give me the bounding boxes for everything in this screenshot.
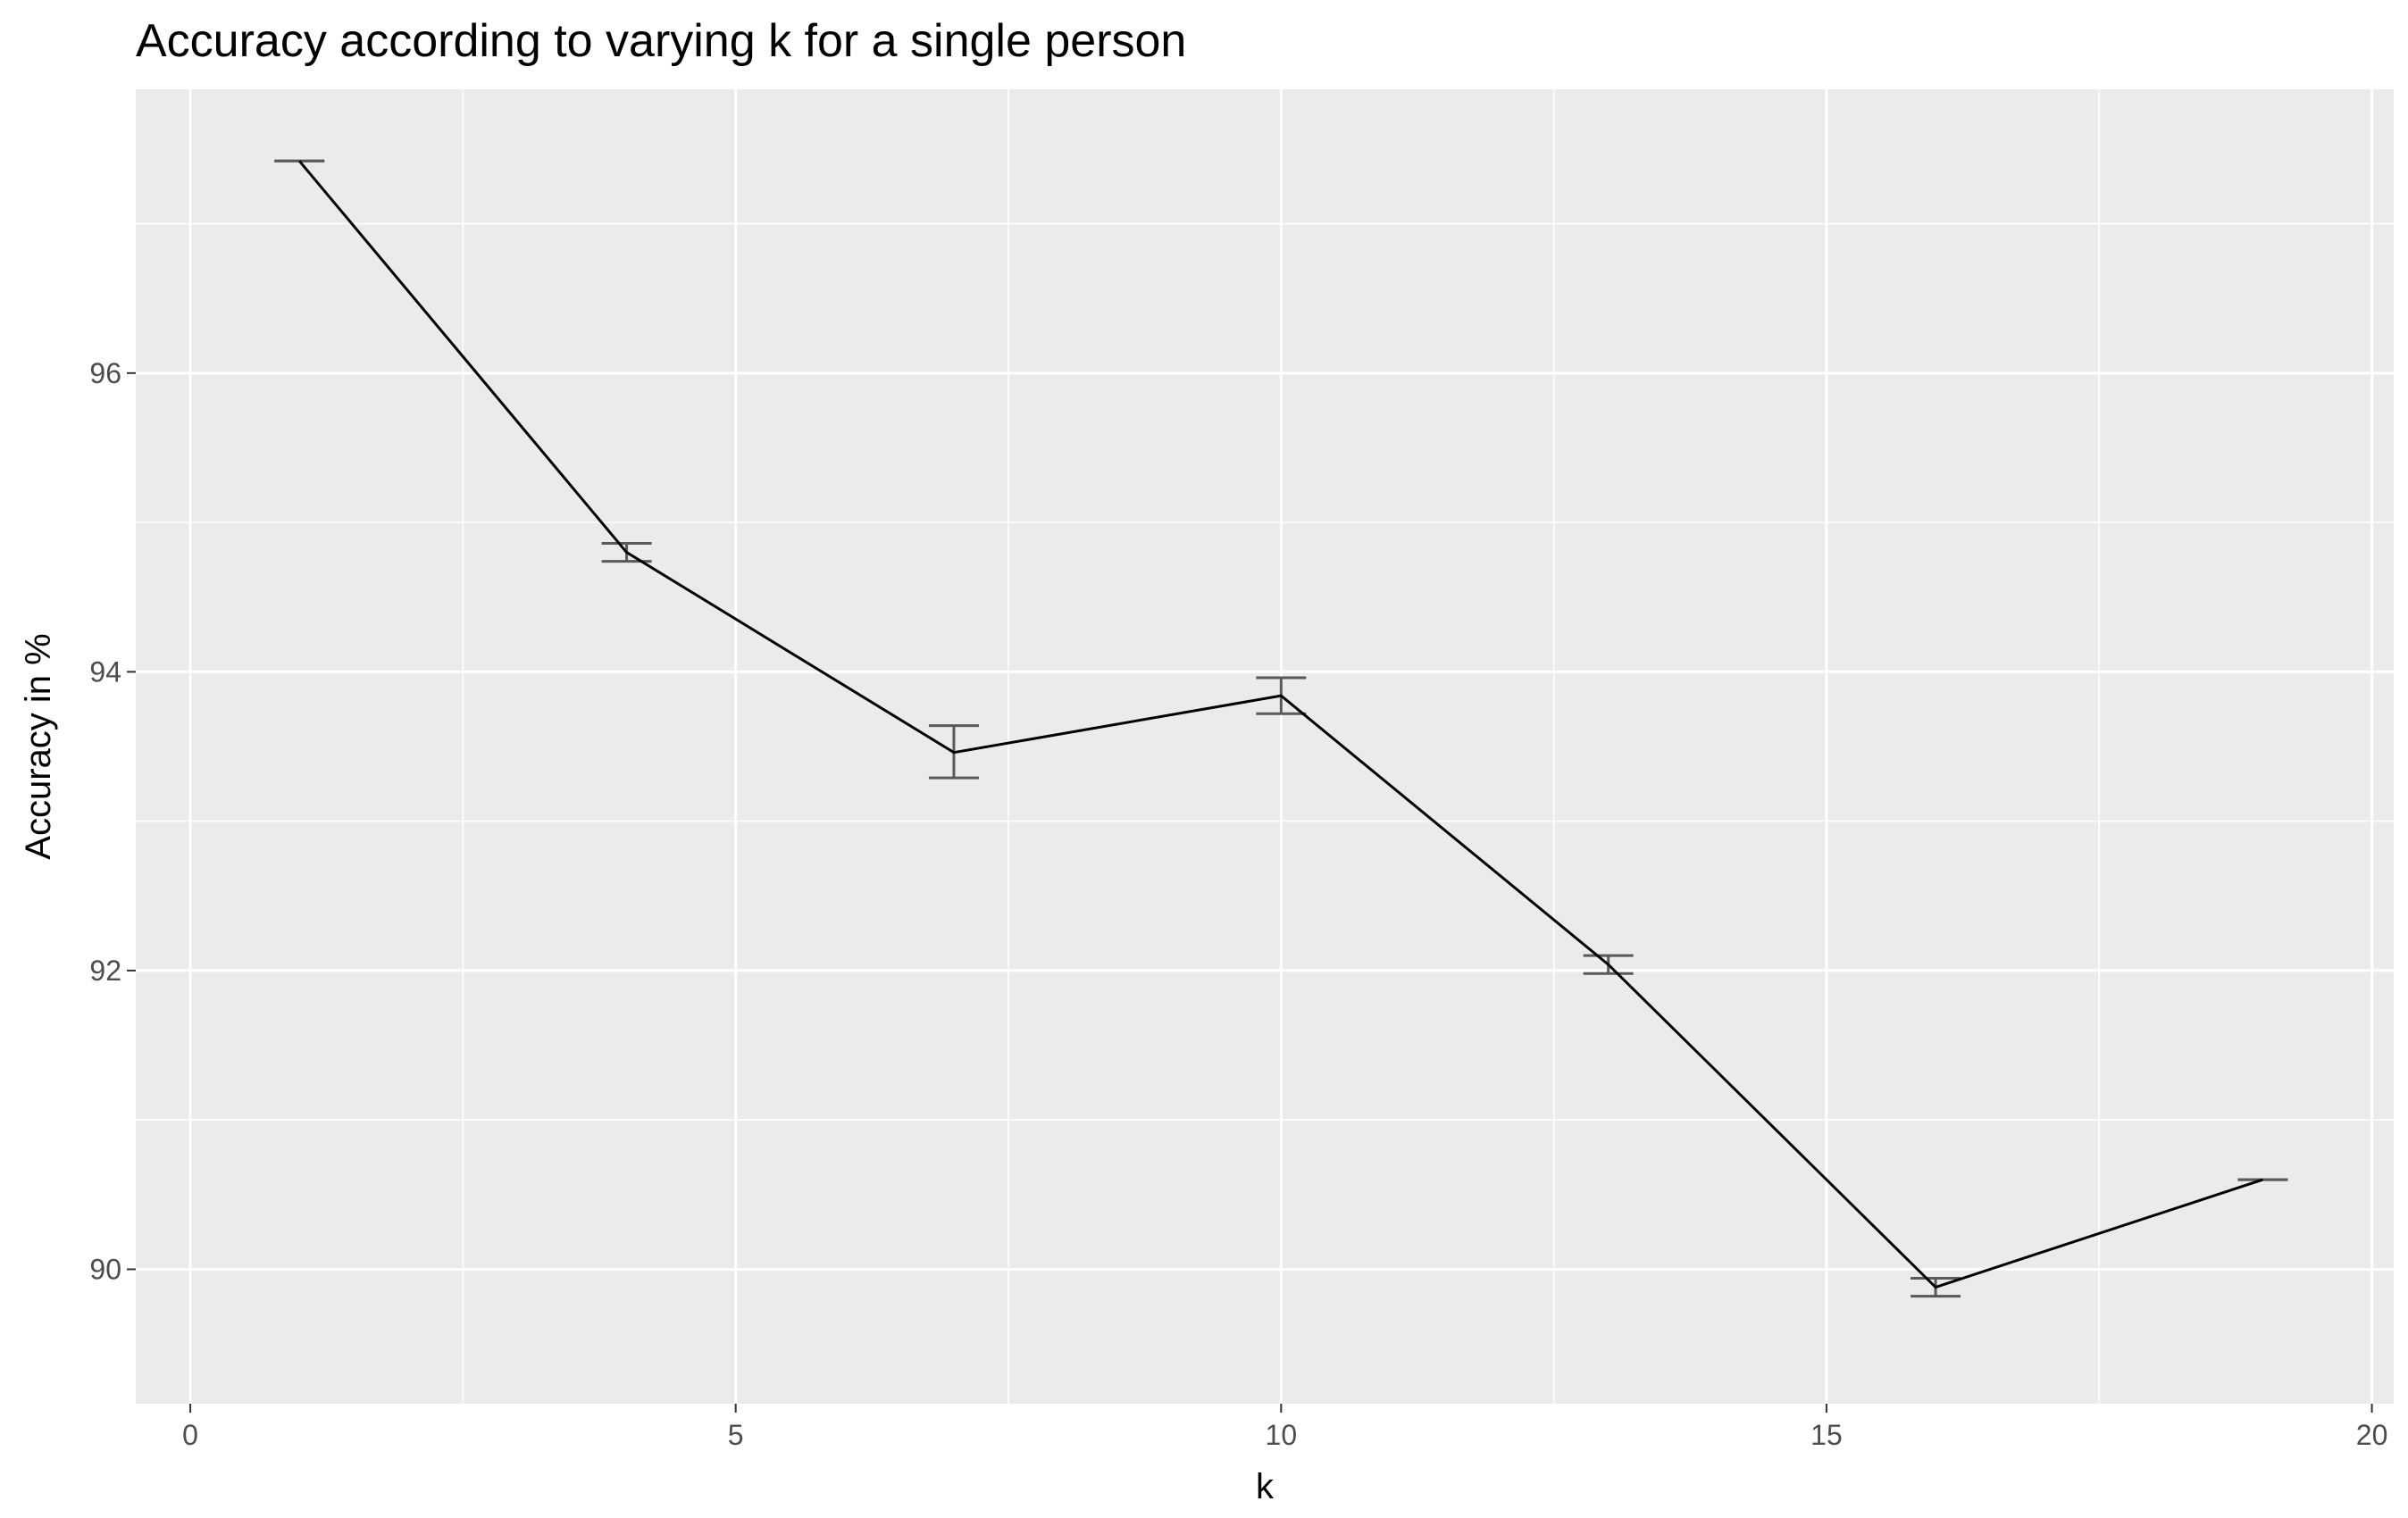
x-tick-label: 10: [1266, 1419, 1298, 1451]
accuracy-series-line: [298, 160, 2263, 1289]
y-tick-label: 94: [89, 655, 121, 688]
y-axis-title: Accuracy in %: [19, 633, 58, 859]
x-tick-label: 5: [728, 1419, 744, 1451]
x-axis-title: k: [1256, 1467, 1275, 1506]
x-axis: 0 5 10 15 20: [182, 1404, 2387, 1451]
minor-gridlines: [136, 89, 2394, 1404]
x-tick-label: 0: [182, 1419, 198, 1451]
y-axis: 90 92 94 96: [89, 357, 136, 1285]
y-tick-label: 90: [89, 1253, 121, 1285]
major-gridlines: [136, 89, 2394, 1404]
x-tick-label: 20: [2356, 1419, 2388, 1451]
plot-panel: [136, 89, 2394, 1404]
y-tick-label: 92: [89, 955, 121, 987]
x-tick-label: 15: [1810, 1419, 1843, 1451]
y-tick-label: 96: [89, 357, 121, 389]
chart-title: Accuracy according to varying k for a si…: [136, 15, 1187, 67]
